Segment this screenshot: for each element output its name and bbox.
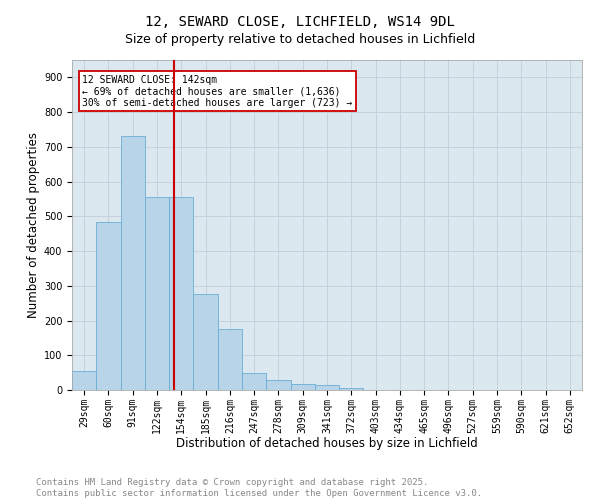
- Bar: [266, 380, 290, 390]
- Bar: [145, 197, 169, 390]
- Text: Contains HM Land Registry data © Crown copyright and database right 2025.
Contai: Contains HM Land Registry data © Crown c…: [36, 478, 482, 498]
- Bar: [72, 371, 96, 390]
- Text: 12 SEWARD CLOSE: 142sqm
← 69% of detached houses are smaller (1,636)
30% of semi: 12 SEWARD CLOSE: 142sqm ← 69% of detache…: [82, 75, 352, 108]
- Bar: [218, 329, 242, 390]
- Bar: [193, 294, 218, 390]
- X-axis label: Distribution of detached houses by size in Lichfield: Distribution of detached houses by size …: [176, 437, 478, 450]
- Text: Size of property relative to detached houses in Lichfield: Size of property relative to detached ho…: [125, 32, 475, 46]
- Bar: [290, 384, 315, 390]
- Y-axis label: Number of detached properties: Number of detached properties: [26, 132, 40, 318]
- Bar: [96, 222, 121, 390]
- Bar: [315, 385, 339, 390]
- Text: 12, SEWARD CLOSE, LICHFIELD, WS14 9DL: 12, SEWARD CLOSE, LICHFIELD, WS14 9DL: [145, 15, 455, 29]
- Bar: [242, 372, 266, 390]
- Bar: [169, 197, 193, 390]
- Bar: [339, 388, 364, 390]
- Bar: [121, 136, 145, 390]
